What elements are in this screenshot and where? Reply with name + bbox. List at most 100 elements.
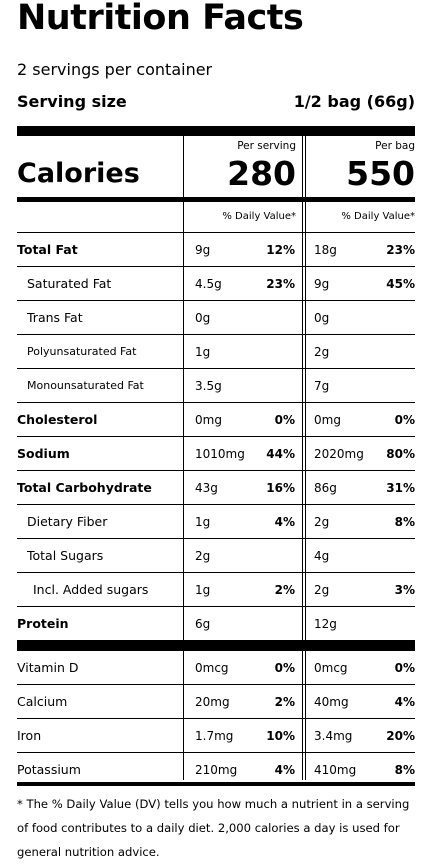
divider-thick-top xyxy=(17,126,415,136)
nutrient-name: Incl. Added sugars xyxy=(33,582,149,597)
dv-percent-per-bag xyxy=(367,607,415,641)
nutrient-name: Monounsaturated Fat xyxy=(27,379,144,392)
divider-calories xyxy=(17,197,415,202)
dv-percent-per-bag xyxy=(367,539,415,573)
amount-per-bag: 2g xyxy=(314,345,330,359)
row-divider xyxy=(17,572,415,573)
amount-per-bag: 12g xyxy=(314,617,337,631)
amount-per-bag: 2020mg xyxy=(314,447,364,461)
amount-per-serving: 6g xyxy=(195,617,211,631)
calories-label: Calories xyxy=(17,158,140,189)
amount-per-bag: 7g xyxy=(314,379,330,393)
nutrient-name: Calcium xyxy=(17,694,68,709)
nutrient-row: Total Carbohydrate 43g 16% 86g 31% xyxy=(17,471,415,505)
divider-thick-vitamins xyxy=(17,640,415,650)
dv-percent-per-bag: 31% xyxy=(386,481,415,495)
nutrient-row: Potassium 210mg 4% 410mg 8% xyxy=(17,753,415,787)
row-divider xyxy=(17,752,415,753)
dv-percent-per-serving: 2% xyxy=(274,583,295,597)
nutrient-name: Dietary Fiber xyxy=(27,514,108,529)
dv-percent-per-serving: 16% xyxy=(266,481,295,495)
amount-per-serving: 1010mg xyxy=(195,447,245,461)
nutrient-row: Dietary Fiber 1g 4% 2g 8% xyxy=(17,505,415,539)
calories-per-serving: 280 xyxy=(227,154,296,193)
amount-per-serving: 9g xyxy=(195,243,211,257)
amount-per-serving: 1g xyxy=(195,515,211,529)
row-divider xyxy=(17,334,415,335)
dv-percent-per-serving xyxy=(247,301,295,335)
row-divider xyxy=(17,538,415,539)
divider-bottom xyxy=(17,782,415,786)
dv-percent-per-bag xyxy=(367,301,415,335)
dv-percent-per-serving xyxy=(247,369,295,403)
dv-percent-per-serving: 0% xyxy=(274,661,295,675)
dv-percent-per-bag: 3% xyxy=(394,583,415,597)
column-divider-2a xyxy=(302,136,303,780)
dv-percent-per-serving: 4% xyxy=(274,515,295,529)
nutrient-name: Potassium xyxy=(17,762,81,777)
dv-percent-per-serving: 44% xyxy=(266,447,295,461)
per-serving-header: Per serving xyxy=(237,140,296,152)
nutrient-row: Vitamin D 0mcg 0% 0mcg 0% xyxy=(17,651,415,685)
nutrient-name: Iron xyxy=(17,728,42,743)
amount-per-bag: 0mg xyxy=(314,413,341,427)
nutrient-name: Cholesterol xyxy=(17,412,98,427)
dv-percent-per-bag: 4% xyxy=(394,695,415,709)
nutrient-row: Total Sugars 2g 4g xyxy=(17,539,415,573)
dv-percent-per-serving: 12% xyxy=(266,243,295,257)
amount-per-bag: 0mcg xyxy=(314,661,348,675)
column-divider-1 xyxy=(183,136,184,780)
amount-per-serving: 0mcg xyxy=(195,661,229,675)
serving-size-row: Serving size 1/2 bag (66g) xyxy=(17,92,415,111)
per-bag-header: Per bag xyxy=(375,140,415,152)
dv-percent-per-serving xyxy=(247,607,295,641)
row-divider xyxy=(17,232,415,233)
amount-per-serving: 43g xyxy=(195,481,218,495)
nutrient-name: Total Sugars xyxy=(27,548,104,563)
daily-value-footnote: * The % Daily Value (DV) tells you how m… xyxy=(17,797,410,859)
nutrient-name: Polyunsaturated Fat xyxy=(27,345,137,358)
amount-per-bag: 86g xyxy=(314,481,337,495)
row-divider xyxy=(17,436,415,437)
nutrient-name: Sodium xyxy=(17,446,70,461)
dv-percent-per-serving: 10% xyxy=(266,729,295,743)
amount-per-serving: 1.7mg xyxy=(195,729,234,743)
amount-per-serving: 20mg xyxy=(195,695,230,709)
row-divider xyxy=(17,606,415,607)
dv-percent-per-bag: 0% xyxy=(394,413,415,427)
row-divider xyxy=(17,650,415,651)
dv-percent-per-serving xyxy=(247,335,295,369)
row-divider xyxy=(17,470,415,471)
amount-per-bag: 410mg xyxy=(314,763,357,777)
nutrient-row: Cholesterol 0mg 0% 0mg 0% xyxy=(17,403,415,437)
nutrient-name: Total Carbohydrate xyxy=(17,480,152,495)
dv-percent-per-serving: 23% xyxy=(266,277,295,291)
amount-per-serving: 0mg xyxy=(195,413,222,427)
nutrient-name: Total Fat xyxy=(17,242,78,257)
nutrient-name: Vitamin D xyxy=(17,660,79,675)
column-divider-2b xyxy=(305,136,306,780)
amount-per-bag: 4g xyxy=(314,549,330,563)
nutrient-row: Saturated Fat 4.5g 23% 9g 45% xyxy=(17,267,415,301)
amount-per-serving: 1g xyxy=(195,583,211,597)
amount-per-serving: 2g xyxy=(195,549,211,563)
amount-per-bag: 3.4mg xyxy=(314,729,353,743)
nutrient-name: Protein xyxy=(17,616,69,631)
dv-percent-per-bag xyxy=(367,335,415,369)
dv-percent-per-bag: 80% xyxy=(386,447,415,461)
nutrient-row: Calcium 20mg 2% 40mg 4% xyxy=(17,685,415,719)
dv-percent-per-bag: 45% xyxy=(386,277,415,291)
row-divider xyxy=(17,504,415,505)
amount-per-bag: 40mg xyxy=(314,695,349,709)
serving-size-label: Serving size xyxy=(17,92,127,111)
nutrient-row: Protein 6g 12g xyxy=(17,607,415,641)
nutrient-row: Incl. Added sugars 1g 2% 2g 3% xyxy=(17,573,415,607)
nutrient-name: Trans Fat xyxy=(27,310,83,325)
nutrient-row: Trans Fat 0g 0g xyxy=(17,301,415,335)
label-title: Nutrition Facts xyxy=(17,0,304,38)
amount-per-bag: 9g xyxy=(314,277,330,291)
amount-per-bag: 2g xyxy=(314,583,330,597)
row-divider xyxy=(17,684,415,685)
row-divider xyxy=(17,368,415,369)
